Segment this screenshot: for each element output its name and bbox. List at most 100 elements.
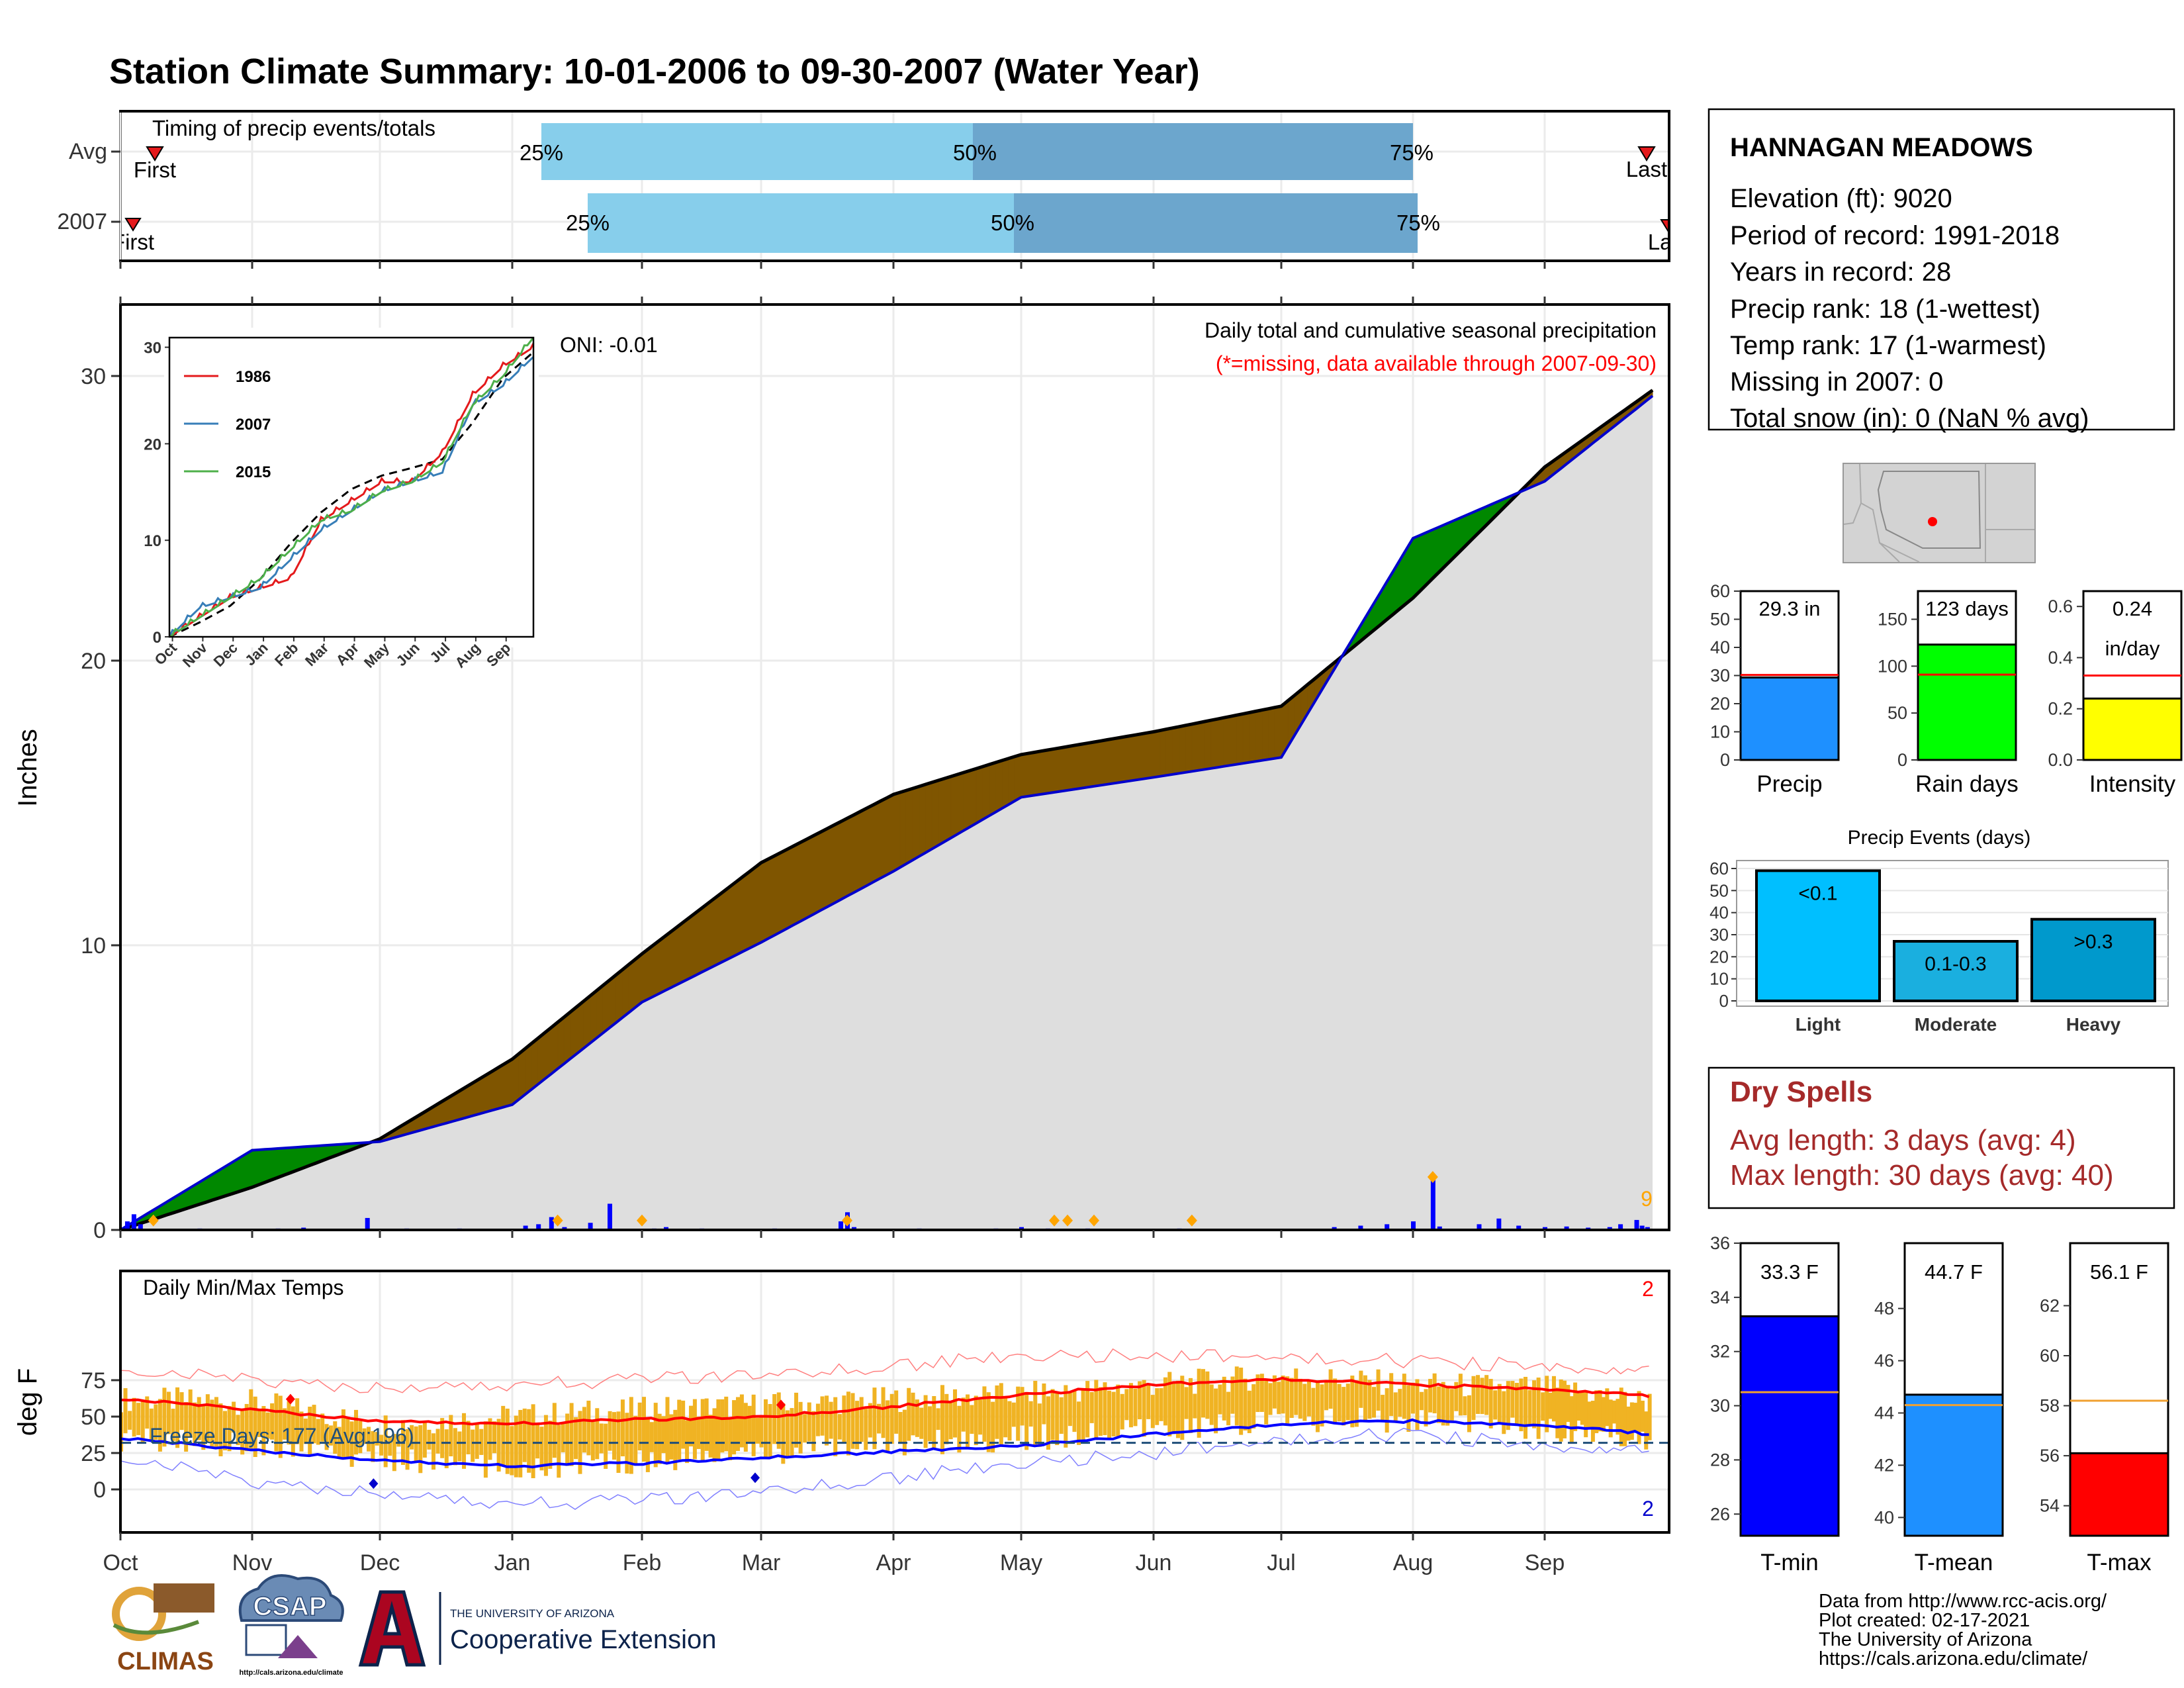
daily-temp-bar — [240, 1411, 245, 1455]
daily-temp-bar — [1623, 1391, 1627, 1446]
below-average-fill — [886, 794, 894, 876]
daily-temp-bar — [1367, 1380, 1372, 1419]
below-average-fill — [950, 774, 958, 839]
above-average-fill — [277, 1147, 285, 1178]
events-bar — [2030, 917, 2156, 1002]
daily-temp-bar — [1493, 1390, 1498, 1420]
daily-temp-bar — [1085, 1381, 1090, 1438]
daily-temp-bar — [1480, 1378, 1484, 1415]
temp-summary-bar — [1903, 1393, 2004, 1537]
daily-temp-bar — [991, 1401, 995, 1453]
daily-temp-bar — [768, 1403, 772, 1458]
daily-temp-bar — [1311, 1387, 1316, 1426]
daily-temp-bar — [1214, 1388, 1218, 1434]
average-cumulative-line — [120, 389, 1654, 1232]
temp-summary-tick-label: 26 — [1710, 1504, 1730, 1524]
daily-temp-bar — [1142, 1380, 1146, 1437]
below-average-fill — [1034, 751, 1042, 796]
daily-temp-bar — [1003, 1397, 1008, 1438]
daily-temp-bar — [704, 1398, 709, 1451]
summary-bar-tick-label: 0 — [1897, 750, 1907, 770]
daily-temp-bar — [175, 1387, 180, 1448]
daily-temp-bar — [620, 1399, 625, 1456]
station-precip-rank: Precip rank: 18 (1-wettest) — [1730, 295, 2040, 324]
summary-bar-tick-label: 0 — [1720, 750, 1730, 770]
below-average-fill — [1165, 727, 1173, 776]
dry-spells-avg: Avg length: 3 days (avg: 4) — [1730, 1124, 2076, 1156]
below-average-fill — [840, 818, 848, 901]
daily-temp-bar — [712, 1408, 717, 1462]
daily-temp-bar — [1138, 1381, 1142, 1420]
daily-temp-bar — [414, 1426, 418, 1463]
below-average-fill — [659, 935, 666, 994]
daily-temp-bar — [1268, 1383, 1273, 1415]
daily-temp-bar — [1432, 1373, 1437, 1414]
daily-temp-bar — [978, 1399, 983, 1435]
daily-temp-bar — [128, 1411, 132, 1430]
daily-temp-bar — [1201, 1369, 1206, 1418]
below-average-fill — [609, 974, 617, 1029]
temp-summary-tick-label: 60 — [2040, 1346, 2060, 1366]
month-label: May — [1000, 1550, 1042, 1575]
daily-temp-bar — [1124, 1389, 1129, 1421]
below-average-fill — [590, 990, 597, 1044]
climas-logo-text: CLIMAS — [117, 1648, 214, 1675]
below-average-fill — [683, 916, 690, 982]
daily-temp-bar — [736, 1397, 740, 1451]
below-average-fill — [1067, 745, 1075, 791]
daily-temp-bar — [132, 1397, 136, 1437]
station-name: HANNAGAN MEADOWS — [1730, 133, 2033, 162]
below-average-fill — [557, 1016, 565, 1070]
temp-summary-tick-label: 44 — [1874, 1403, 1894, 1423]
timing-avg-first-label: First — [134, 158, 176, 182]
above-average-fill — [245, 1149, 253, 1190]
daily-temp-bar — [205, 1394, 210, 1442]
daily-temp-bar — [685, 1420, 690, 1464]
summary-bar-intensity: 0.0 0.2 0.4 0.6 0.24 in/day Intensity — [2048, 590, 2183, 797]
temp-summary-tick-label: 36 — [1710, 1233, 1730, 1253]
below-average-fill — [957, 772, 964, 835]
daily-temp-bar — [1536, 1378, 1541, 1439]
precip-y-axis: 0 10 20 30 — [81, 364, 120, 1243]
daily-temp-bar — [661, 1416, 666, 1454]
daily-temp-bar — [716, 1399, 721, 1459]
below-average-fill — [1008, 756, 1015, 806]
ua-logo-a — [358, 1590, 426, 1667]
daily-temp-bar — [1193, 1393, 1197, 1419]
summary-bar-value — [2082, 697, 2183, 761]
daily-temp-bar — [274, 1393, 279, 1452]
below-average-fill — [846, 814, 854, 897]
daily-temp-bar — [728, 1417, 733, 1460]
daily-temp-bar — [1175, 1380, 1180, 1438]
below-average-fill — [671, 925, 678, 988]
summary-bar-value-label: 29.3 in — [1758, 597, 1820, 620]
daily-temp-bar — [462, 1413, 467, 1469]
above-average-fill — [1426, 529, 1433, 586]
temp-summary-tick-label: 28 — [1710, 1450, 1730, 1470]
daily-temp-bar — [510, 1426, 514, 1476]
events-tick-label: 20 — [1709, 947, 1729, 966]
below-average-fill — [628, 958, 636, 1013]
csap-logo-lines — [245, 1624, 287, 1656]
daily-temp-bar — [1532, 1380, 1537, 1429]
timing-avg-p25: 25% — [520, 140, 563, 165]
daily-precip-bar — [562, 1227, 567, 1230]
below-average-fill — [1146, 731, 1154, 779]
below-average-fill — [665, 930, 672, 991]
precip-event-marker — [842, 1214, 852, 1227]
daily-temp-bar — [388, 1436, 392, 1456]
temp-summary-tick-label: 62 — [2040, 1295, 2060, 1315]
daily-temp-bar — [299, 1411, 304, 1452]
inset-legend-label: 2015 — [236, 463, 271, 481]
month-label: Apr — [876, 1550, 911, 1575]
daily-temp-bar — [794, 1392, 799, 1448]
below-average-fill — [743, 871, 750, 953]
below-average-fill — [472, 1078, 480, 1117]
daily-temp-bar — [1218, 1384, 1222, 1415]
daily-temp-bar — [724, 1396, 729, 1452]
daily-temp-bar — [837, 1414, 842, 1440]
below-average-fill — [1133, 733, 1141, 781]
daily-temp-bar — [316, 1419, 320, 1445]
daily-temp-bar — [1328, 1369, 1333, 1409]
daily-temp-bar — [1333, 1378, 1338, 1424]
